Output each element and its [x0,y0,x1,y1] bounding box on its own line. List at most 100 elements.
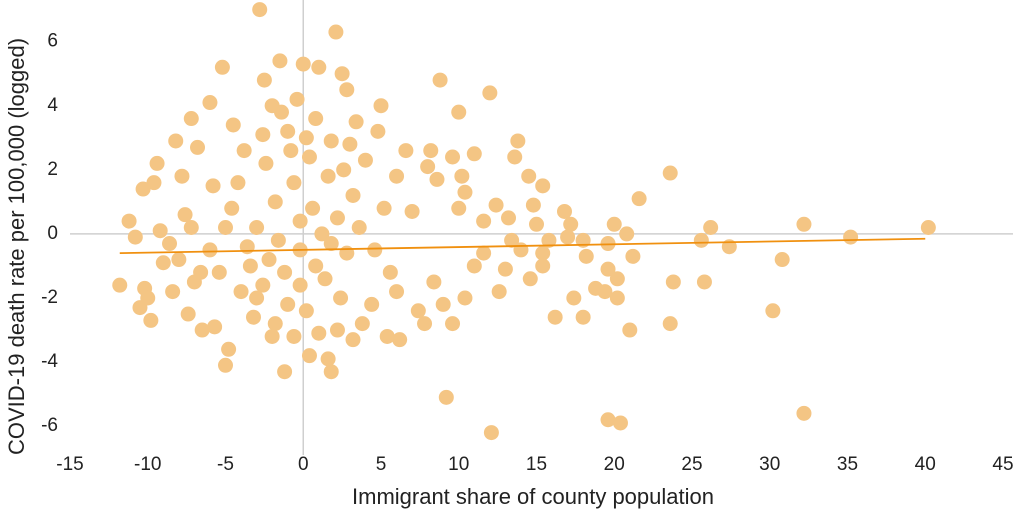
point [280,123,296,139]
point [597,284,613,300]
point [631,191,647,207]
point [152,223,168,239]
point [236,143,252,159]
point [535,258,551,274]
point [606,216,622,232]
point [521,168,537,184]
point [560,229,576,245]
point [298,303,314,319]
point [183,111,199,127]
point [578,248,594,264]
point [501,210,517,226]
point [488,197,504,213]
point [382,264,398,280]
point [140,290,156,306]
point [426,274,442,290]
point [357,152,373,168]
y-axis-title: COVID-19 death rate per 100,000 (logged) [4,38,29,455]
point [410,303,426,319]
point [364,296,380,312]
point [207,319,223,335]
x-tick-label: -5 [217,454,234,475]
point [261,252,277,268]
point [149,155,165,171]
y-tick-label: 6 [47,31,58,52]
point [398,143,414,159]
point [389,168,405,184]
point [286,175,302,191]
x-tick-label: -15 [56,454,83,475]
point [298,130,314,146]
point [264,328,280,344]
point [283,143,299,159]
point [843,229,859,245]
point [286,328,302,344]
point [165,284,181,300]
point [314,226,330,242]
point [622,322,638,338]
y-tick-label: 0 [47,223,58,244]
x-tick-label: 25 [681,454,702,475]
point [404,203,420,219]
point [438,389,454,405]
point [423,143,439,159]
point [127,229,143,245]
point [379,328,395,344]
point [476,245,492,261]
point [194,322,210,338]
point [367,242,383,258]
y-tick-label: 4 [47,95,58,116]
x-tick-label: 40 [915,454,936,475]
point [218,357,233,373]
point [143,312,159,328]
point [146,175,162,191]
point [510,133,526,149]
point [249,290,265,306]
point [255,127,271,143]
point [370,123,386,139]
point [267,194,283,210]
point [295,56,311,72]
point [600,412,616,428]
point [575,309,591,325]
point [255,277,271,293]
point [171,252,187,268]
point [339,245,355,261]
point [168,133,184,149]
point [476,213,492,229]
point [239,239,255,255]
point [619,226,635,242]
point [308,111,324,127]
point [311,59,327,75]
point [696,274,712,290]
point [308,258,324,274]
point [765,303,781,319]
point [497,261,513,277]
y-tick-label: -4 [41,351,58,372]
point [522,271,538,287]
point [429,171,445,187]
point [214,59,230,75]
point [230,175,246,191]
point [507,149,523,165]
point [249,220,265,235]
point [292,213,308,229]
point [311,325,327,341]
x-tick-label: 15 [526,454,547,475]
point [320,168,336,184]
point [317,271,333,287]
point [277,264,293,280]
point [320,351,336,367]
point [329,210,345,226]
point [457,184,473,200]
x-tick-label: 0 [298,454,309,475]
point [354,316,370,332]
point [221,341,237,357]
point [600,261,616,277]
point [389,284,405,300]
point [920,220,936,235]
point [482,85,498,101]
y-tick-label: 2 [47,159,58,180]
point [466,146,482,162]
